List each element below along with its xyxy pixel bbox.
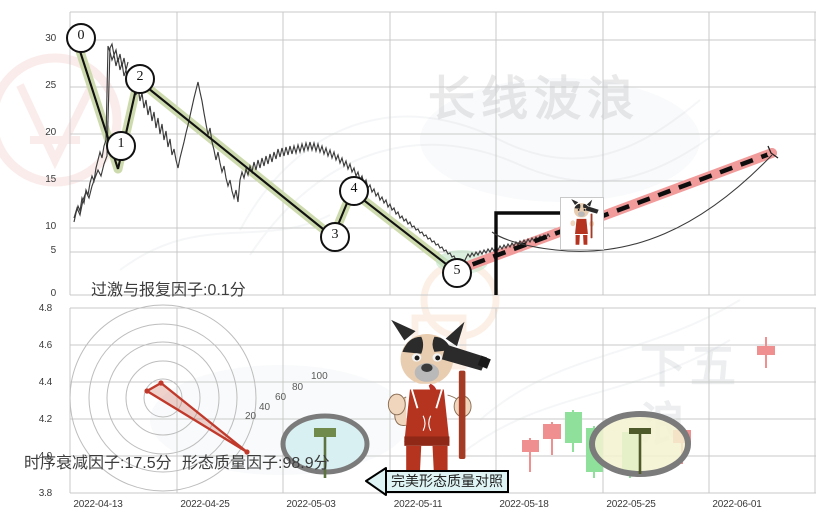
annotation-pattern-quality-factor: 形态质量因子:98.9分 bbox=[182, 455, 330, 472]
upper-ytick-30: 30 bbox=[45, 33, 56, 44]
xtick-6: 2022-06-01 bbox=[712, 499, 762, 510]
mascot-thumbnail-frame bbox=[560, 197, 604, 250]
upper-grid bbox=[69, 11, 816, 296]
radar-ring-label-40: 40 bbox=[259, 402, 271, 413]
upper-ytick-20: 20 bbox=[45, 127, 56, 138]
radar-ring-label-80: 80 bbox=[292, 382, 304, 393]
upper-ytick-5: 5 bbox=[50, 245, 57, 256]
ref-hammer-body bbox=[314, 428, 336, 437]
uptrend-band bbox=[447, 148, 777, 277]
wave-marker-1[interactable]: 1 bbox=[106, 131, 136, 161]
radar-polygon bbox=[145, 381, 249, 454]
upper-ytick-25: 25 bbox=[45, 80, 56, 91]
radar-ring-3 bbox=[106, 341, 220, 455]
xtick-1: 2022-04-25 bbox=[180, 499, 230, 510]
radar-vertex-a bbox=[158, 380, 164, 386]
candle-up-2 bbox=[586, 426, 603, 478]
lower-ytick-38: 3.8 bbox=[38, 488, 53, 499]
projection-endpoint bbox=[767, 148, 777, 158]
radar-ring-1 bbox=[143, 378, 183, 418]
wave-marker-3[interactable]: 3 bbox=[320, 222, 350, 252]
xtick-5: 2022-05-25 bbox=[606, 499, 656, 510]
watermark-bottom-right-2: 浪 bbox=[640, 398, 690, 450]
wave-marker-2[interactable]: 2 bbox=[125, 64, 155, 94]
lower-ytick-42: 4.2 bbox=[38, 414, 53, 425]
callout-perfect-pattern[interactable]: 完美形态质量对照 bbox=[385, 470, 509, 494]
curve-connector bbox=[491, 154, 773, 252]
upper-ytick-15: 15 bbox=[45, 174, 56, 185]
candle-up-1 bbox=[565, 410, 582, 452]
lower-ytick-40: 4.0 bbox=[38, 451, 53, 462]
xtick-0: 2022-04-13 bbox=[73, 499, 123, 510]
watermark-bottom-right-1: 下五 bbox=[640, 340, 740, 392]
annotation-time-decay-factor: 时序衰减因子:17.5分 bbox=[24, 455, 172, 472]
radar-ring-label-20: 20 bbox=[245, 411, 257, 422]
projection-dashed-line bbox=[451, 150, 773, 275]
annotation-overreaction-factor: 过激与报复因子:0.1分 bbox=[91, 282, 246, 299]
lower-ytick-44: 4.4 bbox=[38, 377, 53, 388]
wave-marker-5[interactable]: 5 bbox=[442, 258, 472, 288]
radar-ring-2 bbox=[125, 360, 201, 436]
wave-marker-4[interactable]: 4 bbox=[339, 176, 369, 206]
xtick-3: 2022-05-11 bbox=[393, 499, 443, 510]
candle-down-4 bbox=[757, 337, 775, 368]
xtick-2: 2022-05-03 bbox=[286, 499, 336, 510]
wave-marker-0[interactable]: 0 bbox=[66, 23, 96, 53]
upper-ytick-10: 10 bbox=[45, 221, 56, 232]
lower-ytick-48: 4.8 bbox=[38, 303, 53, 314]
candle-down-2 bbox=[543, 422, 561, 455]
radar-vertex-b bbox=[144, 388, 150, 394]
mascot-small bbox=[570, 199, 599, 245]
projection-endpoint-tick bbox=[767, 145, 779, 159]
candle-up-3 bbox=[622, 430, 639, 478]
watermark-main: 长线波浪 bbox=[428, 72, 640, 125]
lower-ytick-46: 4.6 bbox=[38, 340, 53, 351]
upper-ytick-0: 0 bbox=[50, 288, 57, 299]
callout-arrow bbox=[365, 467, 387, 496]
radar-ring-label-100: 100 bbox=[311, 371, 328, 382]
radar-ring-label-60: 60 bbox=[275, 392, 287, 403]
candle-down-1 bbox=[522, 438, 539, 472]
xtick-4: 2022-05-18 bbox=[499, 499, 549, 510]
